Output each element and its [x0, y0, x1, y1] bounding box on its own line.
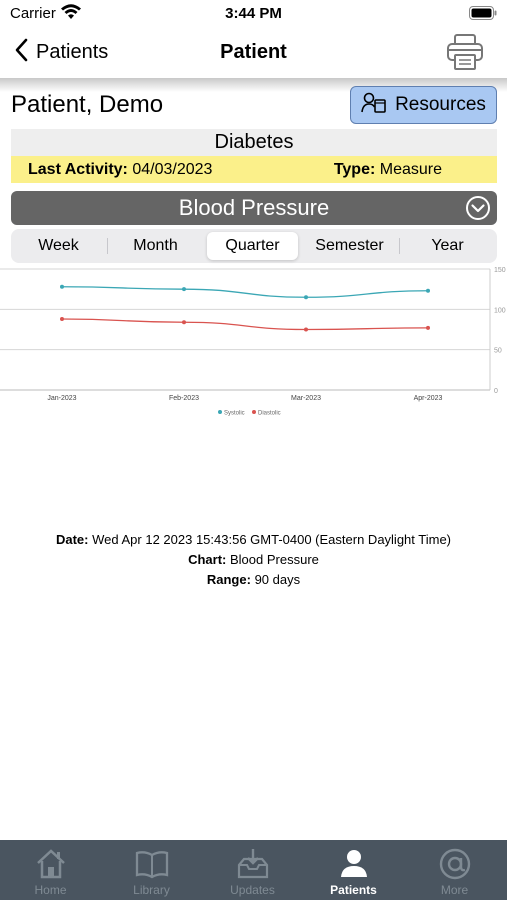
last-activity: Last Activity: 04/03/2023 [28, 156, 212, 183]
y-tick-label: 100 [494, 307, 506, 314]
person-icon [337, 847, 371, 881]
x-tick-label: Apr-2023 [414, 395, 443, 402]
chevron-down-circle-icon [465, 195, 491, 231]
blood-pressure-chart: 0 50 100 150 Jan-2023 Feb-2023 Mar-2023 Apr-202… [0, 267, 506, 417]
tab-updates-label: Updates [230, 883, 275, 897]
series-line-systolic [61, 286, 429, 298]
status-time: 3:44 PM [225, 5, 282, 22]
page-title: Patient [220, 41, 287, 63]
legend-marker-diastolic [252, 410, 256, 414]
info-range-label: Range: [206, 572, 251, 587]
tab-home[interactable]: Home [0, 840, 101, 900]
person-book-icon [361, 92, 387, 119]
y-tick-label: 0 [494, 388, 498, 395]
back-button[interactable]: Patients [14, 38, 108, 67]
segment-quarter[interactable]: Quarter [207, 232, 298, 260]
activity-type-label: Type: [333, 161, 376, 178]
segment-month[interactable]: Month [133, 237, 178, 254]
download-tray-icon [236, 847, 270, 881]
info-chart-label: Chart: [188, 552, 227, 567]
resources-button[interactable]: Resources [350, 86, 497, 124]
info-range: Range: 90 days [0, 570, 507, 590]
condition-title: Diabetes [11, 129, 497, 156]
at-sign-icon [438, 847, 472, 881]
tab-more-label: More [440, 883, 469, 897]
segment-year[interactable]: Year [431, 237, 464, 254]
printer-icon[interactable] [445, 32, 485, 77]
x-tick-label: Feb-2023 [169, 395, 199, 402]
tab-library[interactable]: Library [101, 840, 202, 900]
battery-icon [469, 6, 497, 25]
chart-type-selector[interactable]: Blood Pressure [11, 191, 497, 225]
chart-type-label: Blood Pressure [178, 195, 330, 220]
info-range-value: 90 days [254, 572, 301, 587]
data-point-systolic [60, 284, 64, 289]
book-icon [135, 847, 169, 881]
data-point-systolic [304, 295, 308, 300]
info-date: Date: Wed Apr 12 2023 15:43:56 GMT-0400 … [0, 530, 507, 550]
activity-type-value: Measure [379, 161, 442, 178]
tab-patients-label: Patients [330, 883, 377, 897]
tab-home-label: Home [34, 883, 67, 897]
range-segmented-control: Week Month Quarter Semester Year [11, 229, 497, 263]
segment-semester[interactable]: Semester [315, 237, 384, 254]
legend-label-diastolic: Diastolic [258, 411, 281, 417]
segment-divider [399, 238, 400, 254]
y-tick-label: 50 [494, 348, 502, 355]
activity-bar: Last Activity: 04/03/2023 Type: Measure [11, 156, 497, 183]
activity-type: Type: Measure [334, 156, 442, 183]
tab-library-label: Library [133, 883, 170, 897]
home-icon [34, 847, 68, 881]
segment-divider [107, 238, 108, 254]
back-button-label: Patients [36, 41, 109, 63]
last-activity-label: Last Activity: [28, 161, 128, 178]
navigation-bar: Patients Patient [0, 28, 507, 80]
data-point-diastolic [60, 317, 64, 322]
last-activity-value: 04/03/2023 [132, 161, 213, 178]
tab-more[interactable]: More [404, 840, 505, 900]
series-line-diastolic [61, 318, 429, 331]
info-date-value: Wed Apr 12 2023 15:43:56 GMT-0400 (Easte… [92, 532, 452, 547]
resources-button-label: Resources [395, 94, 486, 115]
x-tick-label: Jan-2023 [47, 395, 76, 402]
y-tick-label: 150 [494, 267, 506, 274]
tab-patients[interactable]: Patients [303, 840, 404, 900]
info-chart: Chart: Blood Pressure [0, 550, 507, 570]
data-point-diastolic [304, 327, 308, 332]
tab-updates[interactable]: Updates [202, 840, 303, 900]
carrier-label: Carrier [10, 5, 56, 22]
status-bar: Carrier 3:44 PM [0, 0, 507, 28]
chart-info: Date: Wed Apr 12 2023 15:43:56 GMT-0400 … [0, 530, 507, 590]
patient-name: Patient, Demo [11, 91, 164, 118]
legend-marker-systolic [218, 410, 222, 414]
info-chart-value: Blood Pressure [230, 552, 319, 567]
data-point-diastolic [426, 325, 430, 330]
legend-label-systolic: Systolic [224, 411, 245, 417]
data-point-diastolic [182, 320, 186, 325]
x-tick-label: Mar-2023 [291, 395, 321, 402]
segment-week[interactable]: Week [38, 237, 79, 254]
chevron-left-icon [14, 38, 28, 67]
wifi-icon [60, 3, 82, 26]
info-date-label: Date: [55, 532, 89, 547]
data-point-systolic [426, 288, 430, 293]
tab-bar: Home Library Updates Patients More [0, 840, 507, 900]
data-point-systolic [182, 287, 186, 292]
